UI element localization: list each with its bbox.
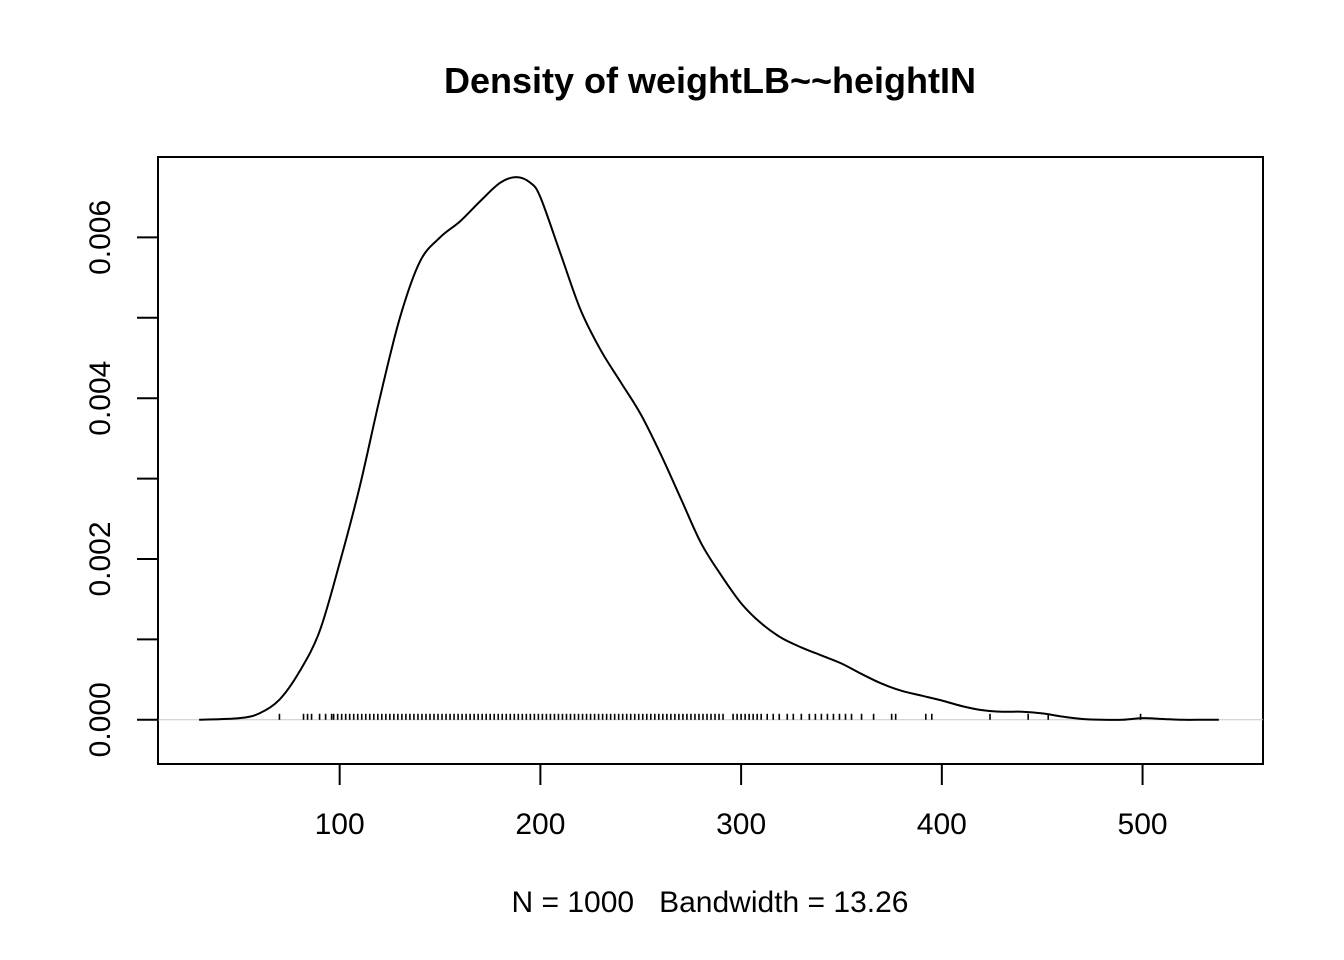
y-axis: 0.000 0.002 0.004 0.006 xyxy=(84,157,159,757)
y-tick-label: 0.004 xyxy=(84,361,117,436)
x-tick-label: 500 xyxy=(1118,808,1168,841)
x-tick-label: 200 xyxy=(515,808,565,841)
x-tick-label: 400 xyxy=(917,808,967,841)
x-tick-label: 300 xyxy=(716,808,766,841)
y-tick-label: 0.002 xyxy=(84,521,117,596)
rug-marks xyxy=(278,713,1142,720)
y-tick-label: 0.000 xyxy=(84,682,117,757)
chart-title: Density of weightLB~~heightIN xyxy=(444,60,976,101)
y-tick-label: 0.006 xyxy=(84,200,117,275)
plot-frame xyxy=(157,156,1264,765)
x-tick-label: 100 xyxy=(315,808,365,841)
n-bandwidth-label: N = 1000 Bandwidth = 13.26 xyxy=(512,886,909,919)
x-axis: 100 200 300 400 500 xyxy=(315,763,1168,841)
density-curve xyxy=(199,176,1219,721)
